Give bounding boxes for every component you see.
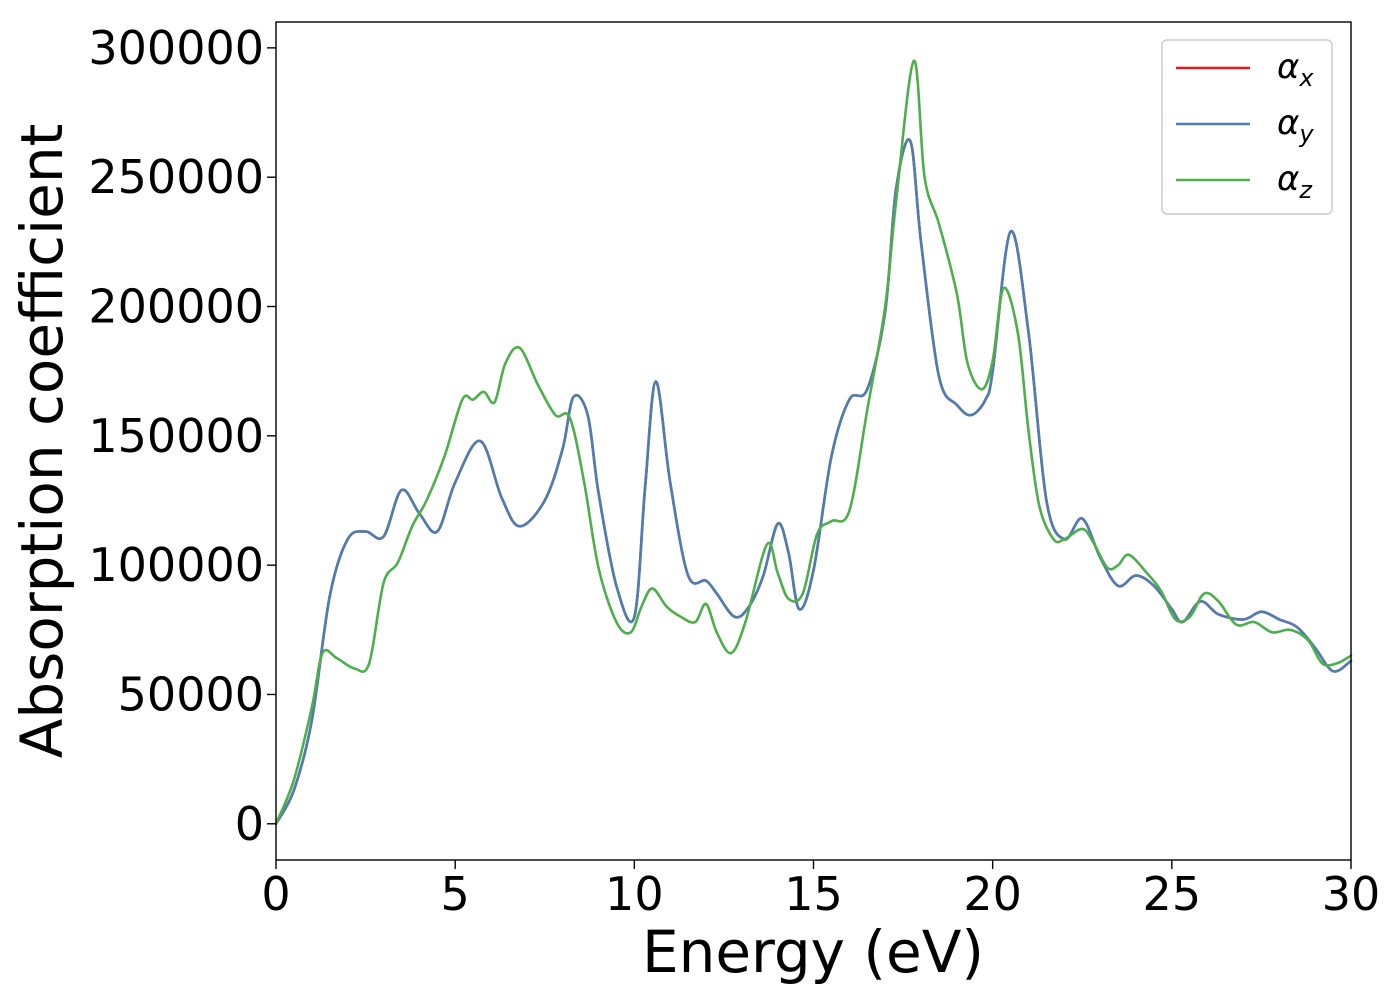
- x-tick-label: 25: [1143, 867, 1202, 921]
- y-tick-label: 200000: [88, 280, 264, 334]
- series-line-z: [274, 59, 1353, 826]
- x-tick-label: 10: [605, 867, 664, 921]
- x-tick-label: 30: [1322, 867, 1381, 921]
- y-tick-label: 150000: [88, 409, 264, 463]
- series-layer: [274, 59, 1353, 826]
- legend-frame: [1161, 39, 1333, 215]
- legend-label-y: αy: [1277, 103, 1314, 148]
- y-tick-label: 250000: [88, 150, 264, 204]
- legend-label-x: αx: [1277, 47, 1314, 92]
- y-tick-label: 300000: [88, 21, 264, 75]
- y-axis-title: Absorption coefficient: [8, 124, 76, 759]
- x-tick-label: 0: [261, 867, 290, 921]
- x-tick-label: 5: [441, 867, 470, 921]
- y-tick-label: 0: [235, 797, 264, 851]
- x-axis: 0 5 10 15 20 25 30: [261, 860, 1380, 921]
- x-tick-label: 15: [784, 867, 843, 921]
- y-tick-label: 100000: [88, 538, 264, 592]
- y-tick-label: 50000: [118, 667, 264, 721]
- y-axis: 0 50000 100000 150000 200000 250000 300000: [88, 21, 276, 851]
- x-tick-label: 20: [963, 867, 1022, 921]
- legend: αx αy αz: [1161, 39, 1333, 215]
- series-line-y: [274, 138, 1353, 826]
- x-axis-title: Energy (eV): [642, 918, 984, 986]
- legend-label-z: αz: [1277, 159, 1313, 204]
